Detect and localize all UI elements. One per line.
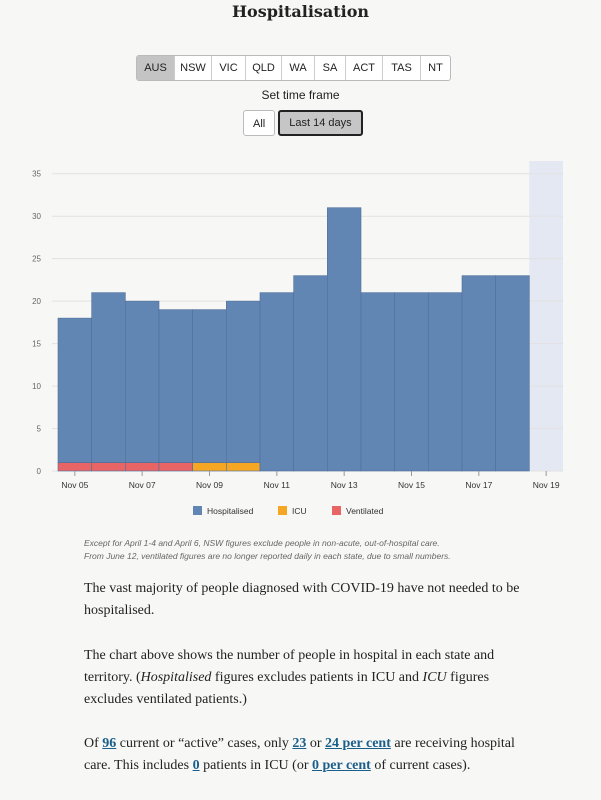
- state-tab-nt[interactable]: NT: [428, 62, 443, 74]
- bar-hospitalised: [495, 275, 530, 472]
- bar-hospitalised: [259, 292, 294, 472]
- p3-text-b: current or “active” cases, only: [116, 736, 293, 751]
- state-tab-act[interactable]: ACT: [346, 56, 383, 80]
- state-tab-wa[interactable]: WA: [282, 56, 315, 80]
- legend-label-icu: ICU: [292, 506, 307, 516]
- legend-label-hospitalised: Hospitalised: [207, 506, 254, 516]
- bar-ventilated: [57, 462, 92, 472]
- footnote-line-2: From June 12, ventilated figures are no …: [84, 551, 451, 561]
- legend-swatch-icu: [278, 506, 287, 515]
- timeframe-label: Set time frame: [261, 88, 340, 102]
- state-tab-tas[interactable]: TAS: [383, 56, 421, 80]
- bar-icu: [226, 462, 261, 472]
- p2-text-a: The chart above shows the number of peop…: [84, 648, 495, 685]
- bar-hospitalised: [192, 309, 227, 463]
- hospitalised-percent-link[interactable]: 24 per cent: [325, 736, 391, 751]
- icu-percent-link[interactable]: 0 per cent: [311, 758, 371, 773]
- timeframe-buttons: All Last 14 days: [243, 110, 363, 136]
- p2-hospitalised-term: Hospitalised: [140, 670, 212, 685]
- legend-label-ventilated: Ventilated: [346, 506, 384, 516]
- bar-hospitalised: [327, 207, 362, 472]
- bar-hospitalised: [293, 275, 328, 472]
- timeframe-all-button[interactable]: All: [243, 110, 276, 136]
- bar-hospitalised: [57, 317, 92, 463]
- hospitalised-count-link[interactable]: 23: [292, 736, 307, 751]
- p3-text-c: or: [306, 736, 326, 751]
- p3-text-d: are receiving hospital care. This includ…: [84, 736, 515, 773]
- bar-ventilated: [91, 462, 126, 472]
- x-tick-label: Nov 11: [264, 480, 291, 490]
- bar-hospitalised: [158, 309, 193, 463]
- state-tab-sa[interactable]: SA: [315, 56, 346, 80]
- x-tick-label: Nov 05: [61, 480, 88, 490]
- p3-text-f: of current cases).: [370, 758, 471, 773]
- y-tick-label: 10: [32, 382, 41, 391]
- bar-hospitalised: [394, 292, 429, 472]
- timeframe-last-14-days-button[interactable]: Last 14 days: [278, 110, 363, 136]
- y-tick-label: 25: [32, 255, 41, 264]
- p2-text-e: figures excludes ventilated patients.): [84, 670, 490, 707]
- y-tick-label: 30: [32, 212, 41, 221]
- bar-ventilated: [158, 462, 193, 472]
- bar-hospitalised: [428, 292, 463, 472]
- bar-hospitalised: [226, 300, 261, 463]
- p2-icu-term: ICU: [422, 670, 447, 685]
- p2-text-c: figures excludes patients in ICU and: [211, 670, 423, 685]
- x-tick-label: Nov 15: [398, 480, 425, 490]
- y-tick-label: 0: [37, 467, 42, 476]
- state-tab-nsw[interactable]: NSW: [175, 56, 212, 80]
- shaded-region: [529, 161, 563, 471]
- chart-footnote: Except for April 1-4 and April 6, NSW fi…: [84, 537, 584, 563]
- bar-hospitalised: [125, 300, 160, 463]
- state-tab-qld[interactable]: QLD: [246, 56, 282, 80]
- icu-count-link[interactable]: 0: [192, 758, 200, 773]
- hospitalisation-chart: 0 5 10 15 20 25 30 35 Nov 05 Nov 07 Nov 09 Nov 11 No…: [32, 161, 563, 516]
- page-title: Hospitalisation: [231, 2, 370, 21]
- legend-swatch-ventilated: [332, 506, 341, 515]
- bar-hospitalised: [91, 292, 126, 463]
- active-cases-link[interactable]: 96: [102, 736, 117, 751]
- bar-hospitalised: [461, 275, 496, 472]
- paragraph-3: Of 96 current or “active” cases, only 23…: [84, 733, 524, 777]
- x-tick-label: Nov 09: [196, 480, 223, 490]
- x-tick-label: Nov 13: [331, 480, 358, 490]
- state-tab-bar: AUS NSW VIC QLD WA SA ACT TAS NT: [136, 55, 451, 81]
- bar-hospitalised: [360, 292, 395, 472]
- bar-icu: [192, 462, 227, 472]
- p3-text-e: patients in ICU (or: [199, 758, 312, 773]
- x-tick-label: Nov 07: [129, 480, 156, 490]
- state-tab-vic[interactable]: VIC: [212, 56, 246, 80]
- x-tick-label: Nov 17: [465, 480, 492, 490]
- legend-swatch-hospitalised: [193, 506, 202, 515]
- paragraph-1: The vast majority of people diagnosed wi…: [84, 581, 520, 618]
- footnote-line-1: Except for April 1-4 and April 6, NSW fi…: [84, 538, 440, 548]
- y-tick-label: 35: [32, 170, 41, 179]
- paragraph-2: The chart above shows the number of peop…: [84, 645, 524, 711]
- p3-text-a: Of: [84, 736, 103, 751]
- y-tick-label: 5: [37, 425, 42, 434]
- y-tick-label: 15: [32, 340, 41, 349]
- x-tick-label: Nov 19: [533, 480, 560, 490]
- bar-ventilated: [125, 462, 160, 472]
- state-tab-aus[interactable]: AUS: [137, 56, 175, 80]
- y-tick-label: 20: [32, 297, 41, 306]
